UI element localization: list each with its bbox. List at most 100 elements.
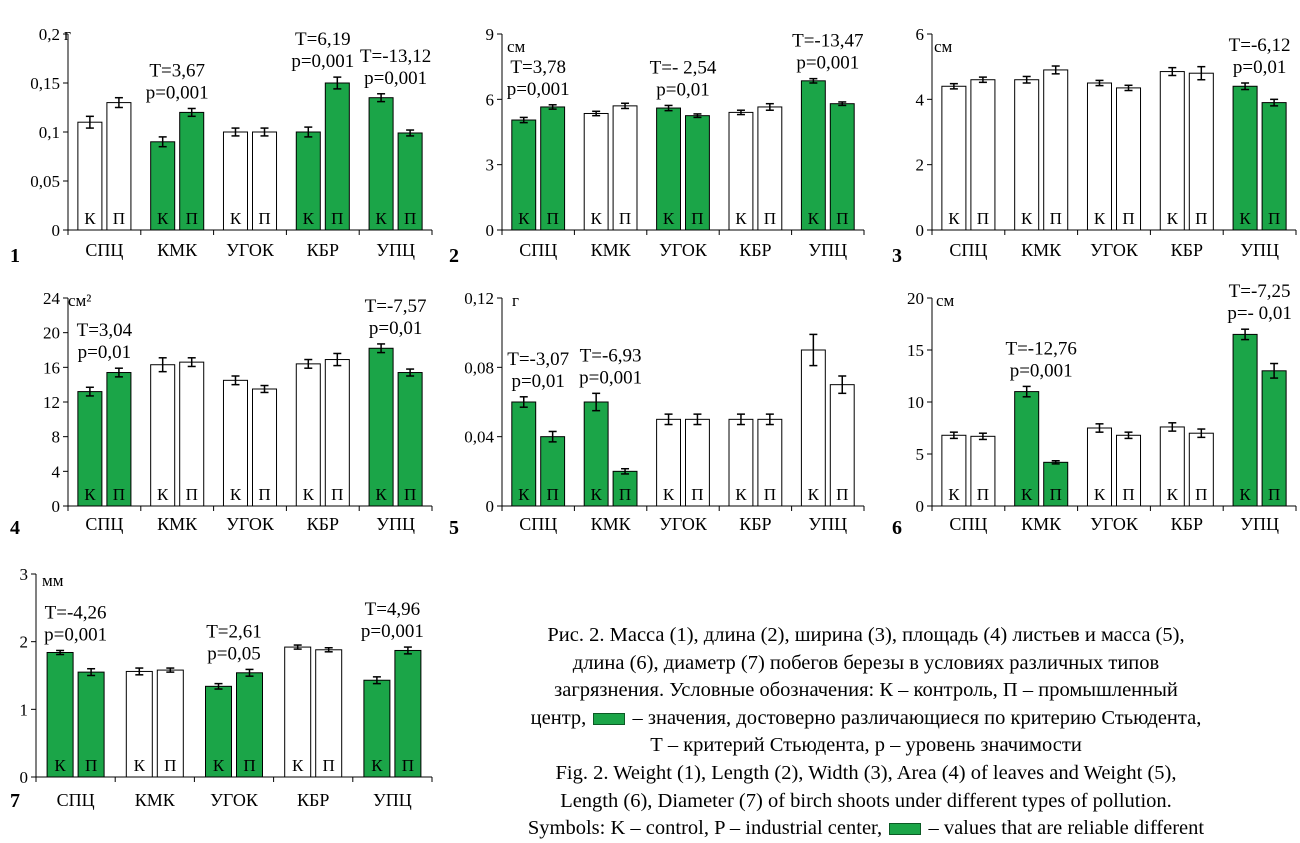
panel-7-annotation-t: T=2,61 [206,621,262,642]
panel-4-y-tick-label: 16 [43,358,60,377]
panel-5-bar-label: П [619,485,631,504]
panel-6-bar-label: К [1021,485,1033,504]
panel-1-annotation-p: p=0,001 [291,51,354,72]
panel-6-bar-k [1232,333,1258,507]
panel-1-bar-label: К [375,209,387,228]
panel-4-bar-label: К [303,485,315,504]
panel-4-bar-k [295,363,321,507]
panel-3-bar-label: П [1050,209,1062,228]
caption-ru-line-4a: центр, [530,706,587,729]
panel-2-y-tick-label: 0 [486,221,495,240]
panel-7-category-label: КМК [135,790,176,810]
panel-7-bar-k [46,651,74,778]
caption-ru-line-5: Т – критерий Стьюдента, р – уровень знач… [650,734,1082,757]
panel-4-bar-label: П [331,485,343,504]
panel-6-category-label: КМК [1021,514,1062,534]
panel-6-annotation-t: T=-12,76 [1005,338,1076,359]
panel-3-y-tick-label: 4 [916,90,925,109]
panel-5-annotation-p: p=0,01 [511,371,564,392]
panel-7-bar-label: К [292,756,304,775]
panel-1-annotation-p: p=0,001 [364,68,427,89]
panel-6-annotation-t: T=-7,25 [1229,281,1291,302]
panel-1-bar-k [222,131,248,231]
panel-1-unit-label: г [64,25,71,44]
panel-5-bar-label: П [547,485,559,504]
panel-3-bar-k [941,85,967,231]
panel-3-bar-k [1086,82,1112,231]
panel-7-bar-label: П [243,756,255,775]
panel-1-bar-label: К [303,209,315,228]
panel-2-annotation-p: p=0,001 [507,79,570,100]
caption-en-line-1: Fig. 2. Weight (1), Length (2), Width (3… [555,761,1177,784]
panel-7-bar-k [205,685,232,778]
panel-7-bar-p [77,671,105,778]
panel-6-bar-label: П [1050,485,1062,504]
panel-4-number: 4 [10,517,20,539]
panel-4-bar-p [179,361,205,507]
panel-5-annotation-p: p=0,001 [579,367,642,388]
panel-7-y-tick-label: 1 [20,700,29,719]
caption-ru-line-3: загрязнения. Условные обозначения: К – к… [554,679,1178,702]
panel-6-bar-k [1014,391,1040,507]
panel-1-annotation-t: T=6,19 [295,29,351,50]
panel-5-y-tick-label: 0,08 [464,358,494,377]
panel-4-y-tick-label: 8 [52,428,61,447]
panel-7-y-tick-label: 2 [20,633,29,652]
legend-green-swatch-en [889,823,922,836]
panel-5-bar-label: К [735,485,747,504]
panel-4-category-label: УПЦ [376,514,415,534]
panel-3-category-label: КМК [1021,240,1062,260]
panel-2-bar-label: П [547,209,559,228]
panel-2-bar-label: К [735,209,747,228]
panel-3-bar-p [1043,69,1069,231]
panel-4-annotation-p: p=0,01 [369,318,422,339]
panel-5-bar-label: П [764,485,776,504]
panel-3-category-label: УПЦ [1240,240,1279,260]
panel-6-bar-p [1116,434,1142,507]
panel-2-category-label: УПЦ [808,240,847,260]
panel-6-y-tick-label: 15 [907,341,924,360]
panel-2-unit-label: см [507,37,526,56]
caption-en-line-3: Symbols: K – control, P – industrial cen… [432,815,1300,843]
panel-1-bar-p [397,132,423,231]
panel-4-y-tick-label: 20 [43,324,60,343]
panel-4-bar-label: К [375,485,387,504]
panel-1-bar-p [179,111,205,231]
panel-6-bar-p [1261,370,1287,507]
panel-5-bar-label: К [808,485,820,504]
panel-2-annotation-t: T=- 2,54 [650,57,717,78]
panel-2-annotation-p: p=0,01 [656,79,709,100]
panel-4-bar-label: К [84,485,96,504]
panel-7-y-tick-label: 3 [20,565,29,584]
panel-7-bar-label: П [85,756,97,775]
panel-1-annotation-t: T=3,67 [149,60,205,81]
panel-6-annotation-p: p=- 0,01 [1227,303,1292,324]
panel-6-y-tick-label: 10 [907,393,924,412]
figure-caption: Рис. 2. Масса (1), длина (2), ширина (3)… [432,622,1300,843]
panel-4-bar-label: П [186,485,198,504]
panel-4-category-label: КМК [157,514,198,534]
panel-1-category-label: КБР [307,240,339,260]
panel-4-bar-k [77,391,103,507]
panel-6-category-label: УПЦ [1240,514,1279,534]
panel-2-bar-label: П [836,209,848,228]
panel-5-category-label: СПЦ [519,514,557,534]
caption-ru-line-4: центр, – значения, достоверно различающи… [432,705,1300,733]
panel-7-bar-label: П [164,756,176,775]
panel-2-y-tick-label: 3 [486,156,495,175]
panel-4-bar-label: П [404,485,416,504]
panel-4-bar-k [368,347,394,507]
panel-3-bar-k [1159,71,1185,231]
panel-4-bar-label: П [258,485,270,504]
panel-7-annotation-t: T=-4,26 [45,602,107,623]
panel-6-bar-p [970,435,996,507]
panel-6-annotation-p: p=0,001 [1010,360,1073,381]
panel-6-unit-label: см [936,291,955,310]
panel-4-bar-label: К [230,485,242,504]
panel-3-y-tick-label: 2 [916,156,925,175]
panel-5-unit-label: г [512,291,519,310]
panel-7-category-label: УПЦ [373,790,412,810]
caption-ru-line-1: Рис. 2. Масса (1), длина (2), ширина (3)… [547,624,1185,646]
panel-7-bar-label: К [54,756,66,775]
caption-ru-line-2: длина (6), диаметр (7) побегов березы в … [572,651,1160,674]
